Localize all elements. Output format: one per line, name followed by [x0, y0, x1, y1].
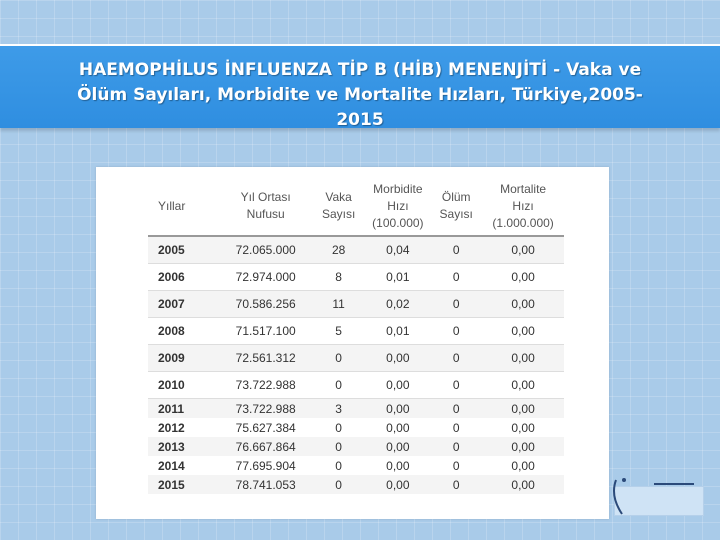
cell-mortality: 0,00 — [511, 458, 535, 473]
cell-year: 2010 — [148, 371, 220, 399]
cell-cases: 28 — [311, 236, 366, 264]
table-row: 2006 72.974.000 8 0,01 0 0,00 — [148, 263, 564, 291]
cell-deaths: 0 — [430, 475, 483, 494]
cell-morbidity: 0,02 — [365, 290, 431, 318]
table-row: 2012 75.627.384 0 0,00 0 0,00 — [148, 418, 564, 437]
cell-population: 71.517.100 — [219, 317, 312, 345]
cell-morbidity: 0,00 — [386, 458, 410, 473]
cell-deaths: 0 — [452, 458, 460, 473]
cell-year: 2012 — [158, 420, 185, 435]
cell-year: 2009 — [148, 344, 220, 372]
table-row: 2014 77.695.904 0 0,00 0 0,00 — [148, 456, 564, 475]
cell-population: 76.667.864 — [219, 437, 312, 456]
cell-mortality: 0,00 — [482, 263, 564, 291]
table-panel: Yıllar Yıl Ortası Nufusu Vaka Sayısı Mor… — [96, 167, 609, 519]
cell-population: 72.974.000 — [219, 263, 312, 291]
header-year: Yıllar — [148, 177, 220, 237]
cell-year: 2007 — [148, 290, 220, 318]
cell-population: 78.741.053 — [219, 475, 312, 494]
header-morbidity: Morbidite Hızı (100.000) — [365, 177, 431, 237]
cell-population: 70.586.256 — [219, 290, 312, 318]
cell-mortality: 0,00 — [482, 317, 564, 345]
ministry-logo-icon — [613, 478, 694, 515]
cell-deaths: 0 — [430, 371, 483, 399]
cell-mortality: 0,00 — [482, 437, 564, 456]
cell-deaths: 0 — [430, 437, 483, 456]
cell-population: 73.722.988 — [219, 398, 312, 418]
table-row: 2007 70.586.256 11 0,02 0 0,00 — [148, 290, 564, 318]
cell-mortality: 0,00 — [482, 371, 564, 399]
cell-cases: 0 — [335, 420, 342, 435]
cell-morbidity: 0,00 — [365, 437, 431, 456]
cell-morbidity: 0,00 — [365, 344, 431, 372]
table-body: 2005 72.065.000 28 0,04 0 0,00 2006 72.974.000 8… — [148, 236, 564, 494]
cell-cases: 0 — [335, 458, 342, 473]
title-band: HAEMOPHİLUS İNFLUENZA TİP B (HİB) MENENJ… — [0, 44, 720, 130]
cell-mortality: 0,00 — [482, 236, 564, 264]
table-row: 2013 76.667.864 0 0,00 0 0,00 — [148, 437, 564, 456]
cell-morbidity: 0,00 — [365, 371, 431, 399]
cell-morbidity: 0,00 — [386, 420, 410, 435]
title-line-1: HAEMOPHİLUS İNFLUENZA TİP B (HİB) MENENJ… — [78, 60, 642, 80]
cell-deaths: 0 — [430, 236, 483, 264]
cell-deaths: 0 — [430, 290, 483, 318]
cell-morbidity: 0,01 — [365, 317, 431, 345]
cell-year: 2008 — [148, 317, 220, 345]
table-row: 2015 78.741.053 0 0,00 0 0,00 — [148, 475, 564, 494]
cell-mortality: 0,00 — [482, 344, 564, 372]
cell-mortality: 0,00 — [511, 420, 535, 435]
cell-deaths: 0 — [430, 398, 483, 418]
table-row: 2005 72.065.000 28 0,04 0 0,00 — [148, 236, 564, 264]
cell-mortality: 0,00 — [482, 398, 564, 418]
header-cases: Vaka Sayısı — [311, 177, 366, 237]
logo-box — [614, 486, 704, 516]
cell-year: 2005 — [148, 236, 220, 264]
header-mortality: Mortalite Hızı (1.000.000) — [482, 177, 564, 237]
table-row: 2011 73.722.988 3 0,00 0 0,00 — [148, 398, 564, 418]
cell-population: 75.627.384 — [235, 420, 296, 435]
table-header-row: Yıllar Yıl Ortası Nufusu Vaka Sayısı Mor… — [148, 177, 564, 237]
cell-cases: 0 — [311, 371, 366, 399]
cell-cases: 8 — [311, 263, 366, 291]
cell-population: 73.722.988 — [219, 371, 312, 399]
header-population: Yıl Ortası Nufusu — [219, 177, 312, 237]
cell-year: 2013 — [148, 437, 220, 456]
header-deaths: Ölüm Sayısı — [430, 177, 483, 237]
cell-mortality: 0,00 — [482, 475, 564, 494]
cell-year: 2015 — [148, 475, 220, 494]
cell-year: 2006 — [148, 263, 220, 291]
cell-morbidity: 0,00 — [365, 475, 431, 494]
cell-cases: 0 — [311, 475, 366, 494]
title-line-2: Ölüm Sayıları, Morbidite ve Mortalite Hı… — [77, 85, 643, 105]
cell-morbidity: 0,00 — [365, 398, 431, 418]
cell-deaths: 0 — [430, 344, 483, 372]
table-row: 2008 71.517.100 5 0,01 0 0,00 — [148, 317, 564, 345]
cell-deaths: 0 — [430, 263, 483, 291]
cell-mortality: 0,00 — [482, 290, 564, 318]
cell-population: 77.695.904 — [235, 458, 296, 473]
cell-year: 2011 — [148, 398, 220, 418]
cell-year: 2014 — [158, 458, 185, 473]
slide-title: HAEMOPHİLUS İNFLUENZA TİP B (HİB) MENENJ… — [6, 58, 714, 133]
cell-cases: 0 — [311, 344, 366, 372]
table-row: 2009 72.561.312 0 0,00 0 0,00 — [148, 344, 564, 372]
cell-morbidity: 0,04 — [365, 236, 431, 264]
cell-cases: 3 — [311, 398, 366, 418]
cell-morbidity: 0,01 — [365, 263, 431, 291]
table-row: 2010 73.722.988 0 0,00 0 0,00 — [148, 371, 564, 399]
cell-cases: 0 — [311, 437, 366, 456]
cell-cases: 5 — [311, 317, 366, 345]
cell-deaths: 0 — [430, 317, 483, 345]
title-line-3: 2015 — [336, 110, 384, 130]
cell-deaths: 0 — [452, 420, 460, 435]
statistics-table: Yıllar Yıl Ortası Nufusu Vaka Sayısı Mor… — [148, 177, 564, 494]
cell-population: 72.065.000 — [219, 236, 312, 264]
cell-cases: 11 — [311, 290, 366, 318]
cell-population: 72.561.312 — [219, 344, 312, 372]
